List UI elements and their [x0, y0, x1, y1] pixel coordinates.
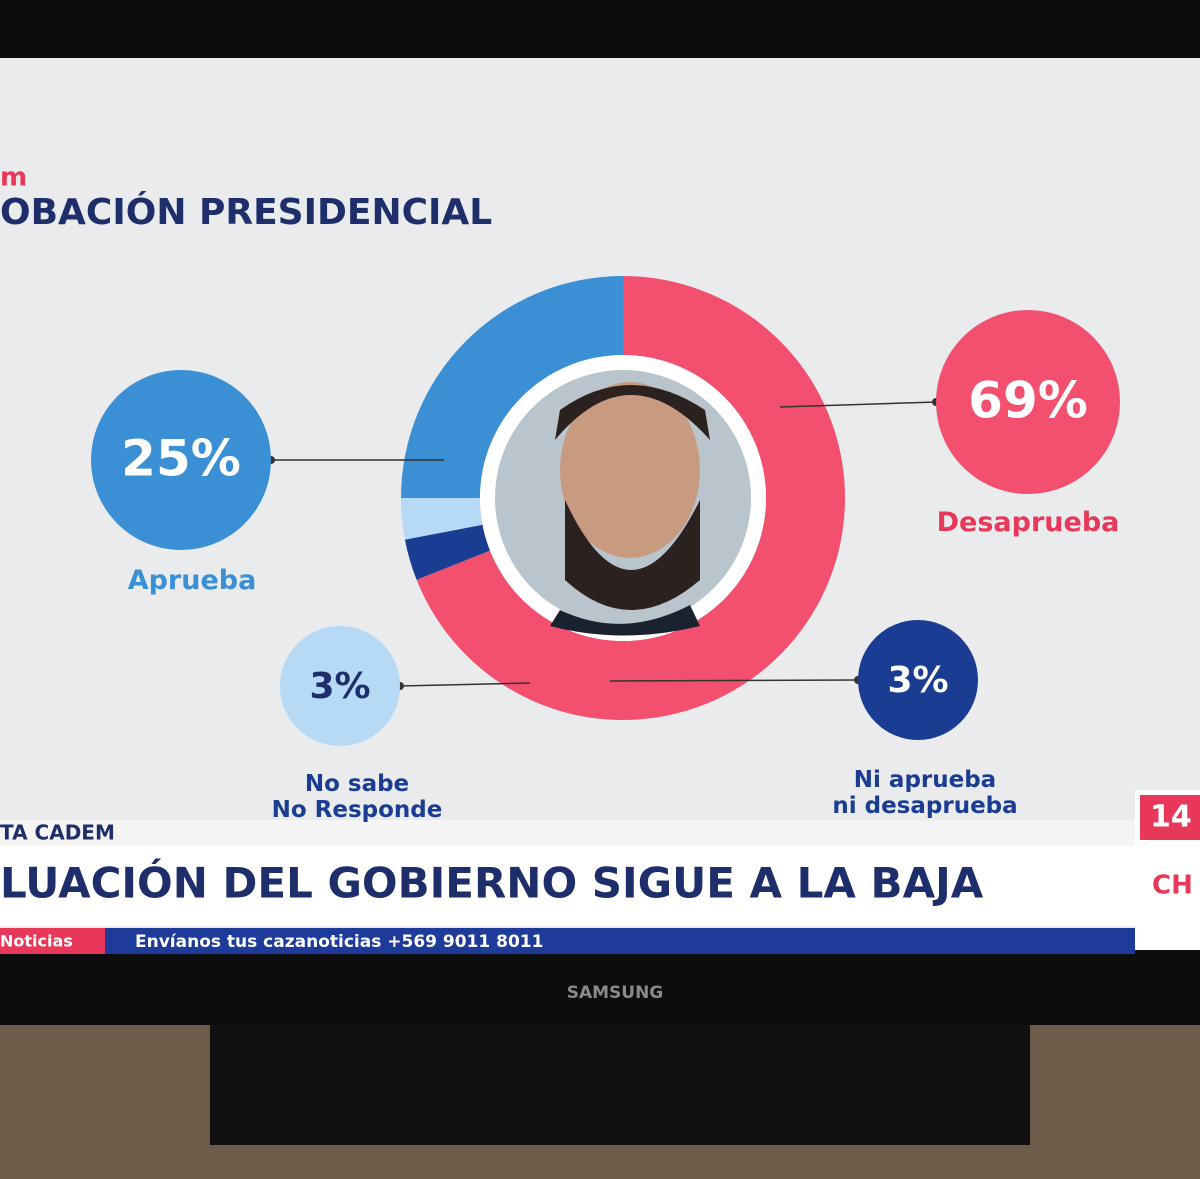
donut-segment [404, 524, 491, 580]
channel-badge [1140, 795, 1200, 840]
donut-segment [401, 276, 623, 498]
value-bubble [91, 370, 271, 550]
hair [555, 385, 710, 440]
ticker: Envíanos tus cazanoticias +569 9011 8011 [135, 932, 543, 952]
brand: SAMSUNG [567, 983, 664, 1003]
kicker-band [0, 820, 1135, 846]
value-label: 25% [121, 430, 241, 488]
logo: m [0, 163, 27, 193]
leader-line [779, 401, 937, 408]
value-label: 69% [968, 372, 1088, 430]
kicker: TA CADEM [0, 821, 115, 845]
ticker-tag: Noticias [0, 932, 73, 951]
ticker-band [0, 928, 1135, 954]
beard [565, 500, 700, 610]
chart-title: OBACIÓN PRESIDENCIAL [0, 191, 492, 233]
value-bubble [858, 620, 978, 740]
donut-segment [401, 498, 483, 540]
leader-line [609, 679, 859, 682]
value-bubble [936, 310, 1120, 494]
donut [401, 276, 846, 720]
face [560, 382, 700, 558]
headline-band [0, 846, 1135, 926]
headline: LUACIÓN DEL GOBIERNO SIGUE A LA BAJA [0, 858, 984, 908]
shirt [550, 605, 700, 636]
tv-stand [210, 1025, 1030, 1145]
leader-line [399, 682, 531, 687]
value-label: 3% [309, 666, 370, 707]
ticker-tag-band [0, 928, 105, 954]
category-label: Ni aprueba ni desaprueba [832, 767, 1018, 819]
channel: 14 [1150, 800, 1192, 835]
value-label: 3% [887, 660, 948, 701]
donut-segment [416, 276, 846, 720]
category-label: Aprueba [127, 565, 257, 596]
value-bubble [280, 626, 400, 746]
channel-name: CH [1152, 871, 1193, 901]
category-label: Desaprueba [936, 507, 1120, 538]
category-label: No sabe No Responde [271, 771, 443, 823]
